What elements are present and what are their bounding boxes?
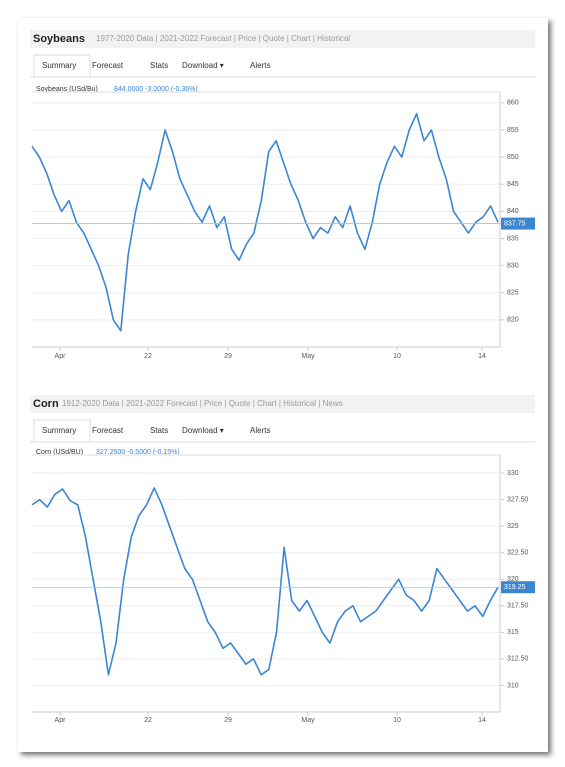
y-tick-label: 322.50 bbox=[507, 550, 529, 557]
x-tick-label: 22 bbox=[144, 353, 152, 360]
tab[interactable]: Forecast bbox=[92, 426, 124, 435]
x-tick-label: Apr bbox=[55, 717, 67, 724]
y-tick-label: 310 bbox=[507, 682, 519, 689]
x-tick-label: May bbox=[301, 353, 315, 360]
x-tick-label: 10 bbox=[393, 353, 401, 360]
tab[interactable]: Stats bbox=[150, 61, 168, 70]
nav-links[interactable]: 1977-2020 Data | 2021-2022 Forecast | Pr… bbox=[96, 34, 350, 43]
header-bar bbox=[30, 395, 535, 413]
tab[interactable]: Alerts bbox=[250, 426, 270, 435]
tab[interactable]: Summary bbox=[42, 61, 76, 70]
header-bar bbox=[30, 30, 535, 48]
y-tick-label: 830 bbox=[507, 262, 519, 269]
y-tick-label: 325 bbox=[507, 523, 519, 530]
y-tick-label: 315 bbox=[507, 629, 519, 636]
price-line bbox=[31, 487, 499, 676]
y-tick-label: 820 bbox=[507, 317, 519, 324]
last-price-label: 319.25 bbox=[504, 584, 526, 591]
chart-title: Soybeans bbox=[33, 33, 85, 45]
x-tick-label: 10 bbox=[393, 717, 401, 724]
tab[interactable]: Forecast bbox=[92, 61, 124, 70]
y-tick-label: 320 bbox=[507, 576, 519, 583]
chart-title: Corn bbox=[33, 398, 59, 410]
y-tick-label: 845 bbox=[507, 181, 519, 188]
tab[interactable]: Stats bbox=[150, 426, 168, 435]
tab[interactable]: Download ▾ bbox=[182, 426, 224, 435]
y-tick-label: 312.50 bbox=[507, 656, 529, 663]
y-tick-label: 860 bbox=[507, 100, 519, 107]
x-tick-label: 14 bbox=[478, 717, 486, 724]
quote: 844.0000 -3.0000 (-0.36%) bbox=[114, 86, 198, 93]
last-price-label: 837.75 bbox=[504, 220, 526, 227]
tab[interactable]: Download ▾ bbox=[182, 61, 224, 70]
tab[interactable]: Summary bbox=[42, 426, 76, 435]
series-label: Soybeans (USd/Bu) bbox=[36, 86, 98, 93]
x-tick-label: 29 bbox=[224, 717, 232, 724]
y-tick-label: 317.50 bbox=[507, 603, 529, 610]
x-tick-label: 29 bbox=[224, 353, 232, 360]
y-tick-label: 330 bbox=[507, 470, 519, 477]
screenshot-card bbox=[18, 18, 548, 752]
y-tick-label: 327.50 bbox=[507, 496, 529, 503]
x-tick-label: 22 bbox=[144, 717, 152, 724]
y-tick-label: 855 bbox=[507, 127, 519, 134]
x-tick-label: 14 bbox=[478, 353, 486, 360]
x-tick-label: Apr bbox=[55, 353, 67, 360]
quote: 327.2500 -0.5000 (-0.15%) bbox=[96, 449, 180, 456]
tab-active bbox=[33, 54, 91, 78]
last-price-box bbox=[501, 217, 535, 230]
tab-active bbox=[33, 419, 91, 443]
y-tick-label: 840 bbox=[507, 208, 519, 215]
y-tick-label: 825 bbox=[507, 290, 519, 297]
nav-links[interactable]: 1912-2020 Data | 2021-2022 Forecast | Pr… bbox=[62, 399, 343, 408]
y-tick-label: 835 bbox=[507, 235, 519, 242]
x-tick-label: May bbox=[301, 717, 315, 724]
tab[interactable]: Alerts bbox=[250, 61, 270, 70]
price-line bbox=[31, 112, 499, 332]
series-label: Corn (USd/BU) bbox=[36, 449, 83, 456]
last-price-box bbox=[501, 581, 535, 594]
y-tick-label: 850 bbox=[507, 154, 519, 161]
